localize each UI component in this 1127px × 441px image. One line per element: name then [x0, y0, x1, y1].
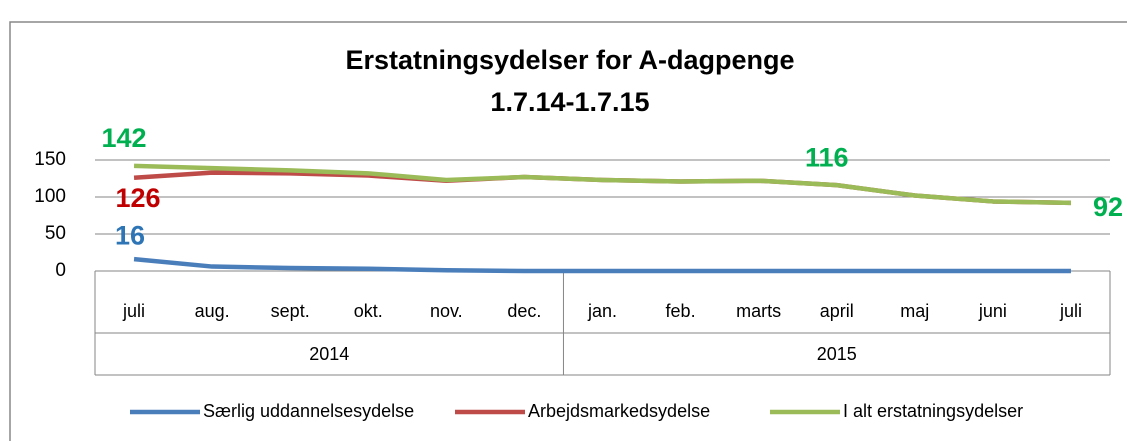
x-tick-label: dec.	[507, 301, 541, 321]
x-tick-label: aug.	[195, 301, 230, 321]
legend-label: I alt erstatningsydelser	[843, 401, 1023, 421]
x-tick-label: juli	[122, 301, 145, 321]
x-tick-label: jan.	[587, 301, 617, 321]
x-tick-label: juni	[978, 301, 1007, 321]
x-tick-label: nov.	[430, 301, 463, 321]
data-label: 142	[102, 123, 147, 153]
x-tick-label: maj	[900, 301, 929, 321]
legend-label: Særlig uddannelsesydelse	[203, 401, 414, 421]
x-group-label: 2015	[817, 344, 857, 364]
chart-subtitle: 1.7.14-1.7.15	[490, 87, 649, 117]
y-tick-label: 50	[45, 223, 66, 244]
x-tick-label: april	[820, 301, 854, 321]
chart-border	[9, 21, 1127, 441]
x-tick-label: sept.	[271, 301, 310, 321]
x-tick-label: marts	[736, 301, 781, 321]
x-tick-label: juli	[1059, 301, 1082, 321]
data-label: 16	[115, 220, 145, 250]
legend-label: Arbejdsmarkedsydelse	[528, 401, 710, 421]
x-group-label: 2014	[309, 344, 349, 364]
x-tick-label: okt.	[354, 301, 383, 321]
data-label: 92	[1093, 192, 1123, 222]
data-label: 126	[116, 183, 161, 213]
series-line	[133, 256, 1071, 274]
chart-title: Erstatningsydelser for A-dagpenge	[345, 45, 794, 75]
y-tick-label: 0	[55, 260, 66, 281]
y-tick-label: 100	[34, 186, 66, 207]
x-tick-label: feb.	[666, 301, 696, 321]
y-tick-label: 150	[34, 149, 66, 170]
series-line	[133, 163, 1072, 206]
data-label: 116	[805, 142, 849, 172]
